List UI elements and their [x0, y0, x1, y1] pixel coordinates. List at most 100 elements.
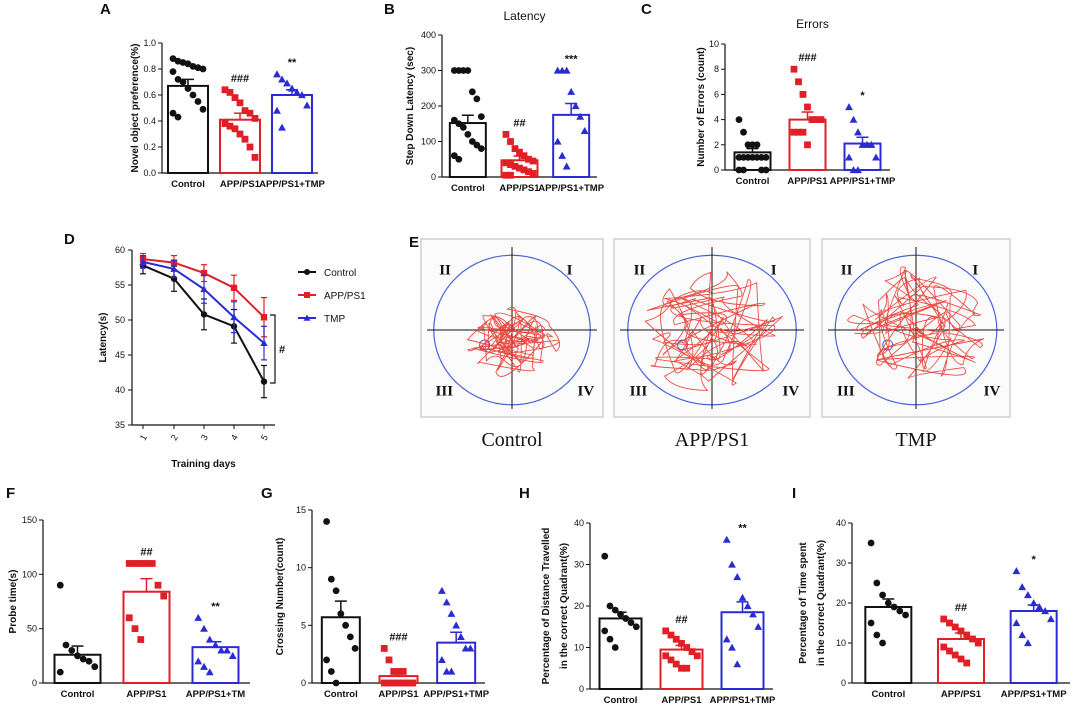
- data-point: [1018, 631, 1027, 639]
- y-tick-label: 0.0: [143, 168, 156, 178]
- category-label: APP/PS1+TMP: [1001, 689, 1067, 700]
- data-point: [154, 581, 162, 589]
- data-point: [957, 627, 965, 635]
- data-point: [68, 647, 76, 654]
- data-point: [753, 141, 761, 149]
- significance-label: *: [860, 90, 865, 102]
- legend-label: APP/PS1: [324, 291, 366, 302]
- legend-marker: [304, 292, 310, 298]
- legend-label: TMP: [324, 314, 345, 325]
- data-point: [611, 644, 619, 651]
- data-point: [873, 631, 881, 639]
- panel-label: E: [409, 234, 419, 251]
- data-point: [293, 88, 301, 96]
- data-point: [754, 622, 763, 630]
- category-label: APP/PS1: [661, 695, 702, 706]
- category-label: APP/PS1: [499, 183, 540, 194]
- category-label: APP/PS1+TMP: [423, 689, 489, 700]
- data-point: [390, 679, 398, 687]
- bar-app-ps1-tm: [191, 646, 240, 685]
- data-point: [395, 668, 402, 675]
- data-point: [873, 579, 881, 587]
- quadrant-label-ii: II: [634, 263, 646, 279]
- data-point: [867, 619, 875, 627]
- data-point: [525, 168, 532, 176]
- category-label: Control: [604, 695, 638, 706]
- data-point: [963, 631, 971, 639]
- data-point: [728, 560, 736, 568]
- data-point: [957, 655, 965, 663]
- data-point: [558, 151, 567, 159]
- y-tick-label: 30: [836, 558, 846, 568]
- significance-label: #: [279, 344, 285, 356]
- data-point: [672, 635, 680, 643]
- y-tick-label: 100: [22, 569, 37, 579]
- significance-label: ###: [231, 73, 249, 85]
- category-label: APP/PS1+TMP: [538, 183, 604, 194]
- data-point: [896, 607, 904, 615]
- y-tick-label: 55: [115, 280, 125, 290]
- data-point: [1012, 619, 1021, 627]
- data-point: [137, 636, 145, 643]
- y-tick-label: 40: [574, 518, 584, 528]
- y-tick-label: 15: [296, 505, 306, 515]
- y-tick-label: 0: [32, 678, 37, 688]
- data-point: [849, 115, 858, 123]
- data-point: [477, 113, 485, 121]
- data-point: [399, 679, 407, 687]
- data-point: [455, 155, 463, 163]
- data-point: [442, 598, 451, 606]
- data-point: [278, 75, 286, 83]
- data-point: [580, 126, 589, 134]
- panel-g: G 0 5 10 15 Crossing Number(count) Control APP/…: [261, 485, 490, 700]
- x-tick-label: 3: [199, 433, 210, 442]
- bar-control: [167, 84, 209, 174]
- data-point: [678, 664, 685, 672]
- y-tick-label: 40: [115, 385, 125, 395]
- data-point: [390, 668, 398, 675]
- data-point: [601, 552, 609, 560]
- data-point: [845, 103, 853, 111]
- data-point: [464, 131, 472, 138]
- data-point: [200, 269, 208, 277]
- data-point: [404, 679, 412, 687]
- data-point: [627, 619, 635, 626]
- y-axis-label: Latency(s): [98, 312, 109, 362]
- data-point: [447, 667, 456, 675]
- category-label: APP/PS1: [941, 689, 982, 700]
- category-label: Control: [736, 176, 770, 187]
- data-point: [74, 652, 81, 660]
- y-tick-label: 4: [714, 115, 719, 125]
- legend-label: Control: [324, 268, 356, 279]
- x-tick-label: 1: [138, 433, 149, 442]
- data-point: [79, 655, 87, 663]
- panel-h: H 0 10 20 30 40 Percentage of Distance Travell…: [519, 485, 776, 706]
- data-point: [438, 586, 446, 594]
- significance-label: ###: [389, 631, 407, 643]
- series-app-ps1: APP/PS1: [139, 252, 366, 338]
- series-control: Control: [139, 256, 356, 399]
- data-point: [683, 644, 691, 651]
- data-point: [804, 141, 811, 149]
- category-label: APP/PS1+TMP: [710, 695, 776, 706]
- data-point: [221, 86, 229, 94]
- data-point: [804, 103, 811, 111]
- data-point: [199, 105, 207, 113]
- y-tick-label: 100: [421, 137, 436, 147]
- data-point: [346, 633, 354, 641]
- data-point: [298, 91, 306, 99]
- data-point: [288, 84, 296, 92]
- data-point: [516, 164, 523, 172]
- significance-label: **: [738, 523, 747, 535]
- data-point: [571, 102, 580, 110]
- data-point: [380, 679, 388, 687]
- data-point: [722, 535, 731, 543]
- data-point: [683, 664, 691, 672]
- y-tick-label: 20: [574, 601, 584, 611]
- data-point: [260, 378, 268, 385]
